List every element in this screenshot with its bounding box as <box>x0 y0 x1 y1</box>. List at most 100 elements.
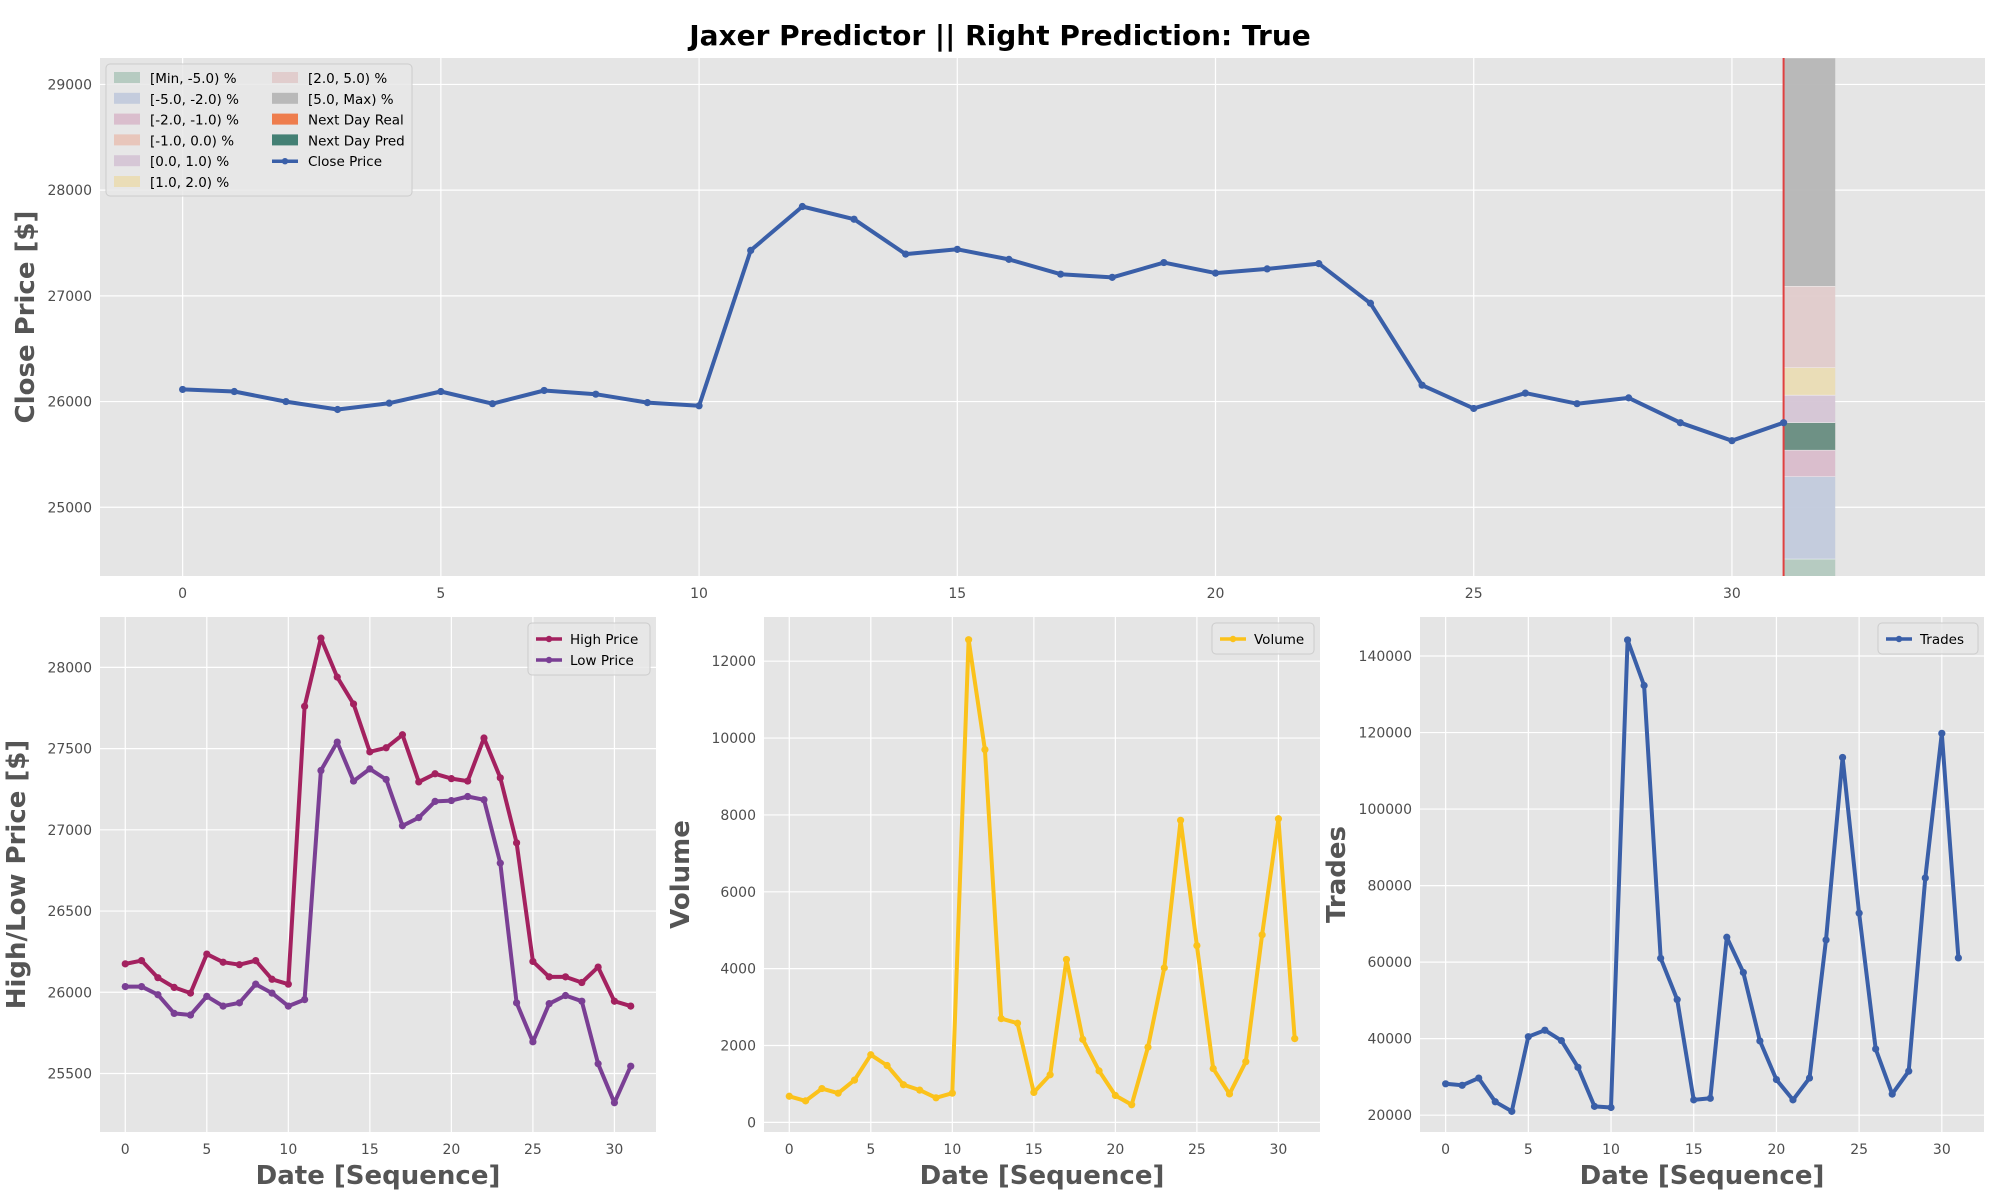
data-point <box>540 386 548 395</box>
data-point <box>301 995 309 1004</box>
legend-entry: [-5.0, -2.0) % <box>150 92 239 108</box>
data-point <box>282 397 290 406</box>
y-tick-label: 0 <box>747 1115 756 1131</box>
data-point <box>747 246 755 254</box>
legend: Volume <box>1211 622 1315 655</box>
y-tick-label: 25500 <box>47 1067 92 1083</box>
x-tick-label: 10 <box>943 1142 961 1158</box>
data-point <box>1108 273 1116 281</box>
data-point <box>186 1011 195 1019</box>
next-day-pred-bar <box>1783 422 1836 451</box>
data-point <box>1723 933 1731 941</box>
data-point <box>219 958 227 966</box>
data-point <box>1524 1033 1532 1041</box>
x-axis-label: Date [Sequence] <box>920 1161 1165 1191</box>
data-point <box>1574 1063 1582 1071</box>
data-point <box>1258 931 1266 939</box>
legend-swatch <box>272 72 298 83</box>
data-point <box>385 399 393 407</box>
x-axis-label: Date [Sequence] <box>1580 1161 1825 1191</box>
data-point <box>154 974 162 982</box>
data-point <box>1739 968 1747 977</box>
data-point <box>818 1084 826 1093</box>
panel-highlow: 0 5 10 15 20 25 30 25500 26000 26500 27000 27500 280… <box>2 617 656 1191</box>
data-point <box>1013 1019 1022 1027</box>
y-tick-label: 120000 <box>1359 726 1412 742</box>
legend: High Price Low Price <box>527 622 651 676</box>
prediction-bin <box>1783 395 1836 423</box>
x-tick-label: 0 <box>121 1142 130 1158</box>
data-point <box>1263 265 1271 273</box>
legend-entry: [0.0, 1.0) % <box>150 154 229 170</box>
x-tick-label: 10 <box>1602 1142 1620 1158</box>
data-point <box>1676 419 1684 427</box>
x-tick-label: 15 <box>948 586 966 602</box>
legend-swatch <box>272 134 298 146</box>
legend-entry: Next Day Real <box>308 113 404 129</box>
y-tick-label: 4000 <box>720 962 756 978</box>
prediction-bin <box>1783 476 1836 560</box>
figure-title: Jaxer Predictor || Right Prediction: Tru… <box>687 19 1311 52</box>
chart-panels: 0 5 10 15 20 25 302500026000270002800029000Clo… <box>2 57 1985 1191</box>
x-tick-label: 15 <box>361 1142 379 1158</box>
data-point <box>447 775 455 783</box>
data-point <box>545 973 553 981</box>
plot-area-volume <box>764 617 1320 1132</box>
data-point <box>398 731 407 739</box>
data-point <box>1822 936 1830 944</box>
data-point <box>1160 964 1168 972</box>
data-point <box>1062 955 1071 964</box>
data-point <box>333 673 341 681</box>
data-point <box>1657 954 1665 962</box>
data-point <box>268 975 276 983</box>
data-point <box>695 402 703 410</box>
series-line-close-price <box>180 204 1786 443</box>
data-point <box>1805 1074 1814 1082</box>
prediction-bin <box>1783 286 1836 368</box>
data-point <box>1475 1074 1483 1082</box>
data-point <box>252 957 260 965</box>
data-point <box>1728 437 1736 445</box>
data-point <box>1756 1037 1764 1045</box>
data-point <box>801 1097 810 1105</box>
legend-entry: [2.0, 5.0) % <box>308 71 387 87</box>
x-tick-label: 25 <box>1465 586 1483 602</box>
data-point <box>137 957 146 965</box>
data-point <box>1111 1091 1119 1100</box>
legend-entry: [Min, -5.0) % <box>150 71 237 87</box>
data-point <box>268 989 276 997</box>
data-point <box>1242 1058 1250 1066</box>
data-point <box>349 777 358 785</box>
legend-swatch <box>272 92 298 104</box>
data-point <box>1418 381 1426 389</box>
data-point <box>1789 1096 1797 1104</box>
data-point <box>1176 816 1185 824</box>
plot-area-trades <box>1420 617 1984 1132</box>
data-point <box>512 839 521 847</box>
data-point <box>398 822 407 830</box>
data-point <box>834 1089 842 1097</box>
data-point <box>1590 1102 1599 1110</box>
prediction-bin <box>1783 559 1836 576</box>
data-point <box>186 989 195 997</box>
legend-entry: [5.0, Max) % <box>308 92 394 108</box>
data-point <box>1274 815 1283 823</box>
data-point <box>1541 1026 1549 1034</box>
y-tick-label: 6000 <box>720 885 756 901</box>
data-point <box>594 963 602 971</box>
y-tick-label: 8000 <box>720 808 756 824</box>
legend-entry: Volume <box>1254 632 1304 648</box>
data-point <box>948 1089 956 1097</box>
legend-entry: Trades <box>1919 632 1964 648</box>
data-point <box>496 774 504 782</box>
panel-trades: 0 5 10 15 20 25 30 20000 40000 60000 80000 100000 12… <box>1322 617 1984 1191</box>
y-tick-label: 12000 <box>711 654 756 670</box>
x-tick-label: 0 <box>785 1142 794 1158</box>
y-tick-label: 26000 <box>47 985 92 1001</box>
x-tick-label: 5 <box>1524 1142 1533 1158</box>
prediction-bin <box>1783 367 1836 396</box>
data-point <box>1954 954 1962 962</box>
legend-swatch <box>272 113 298 125</box>
data-point <box>1888 1090 1896 1098</box>
data-point <box>480 796 488 804</box>
